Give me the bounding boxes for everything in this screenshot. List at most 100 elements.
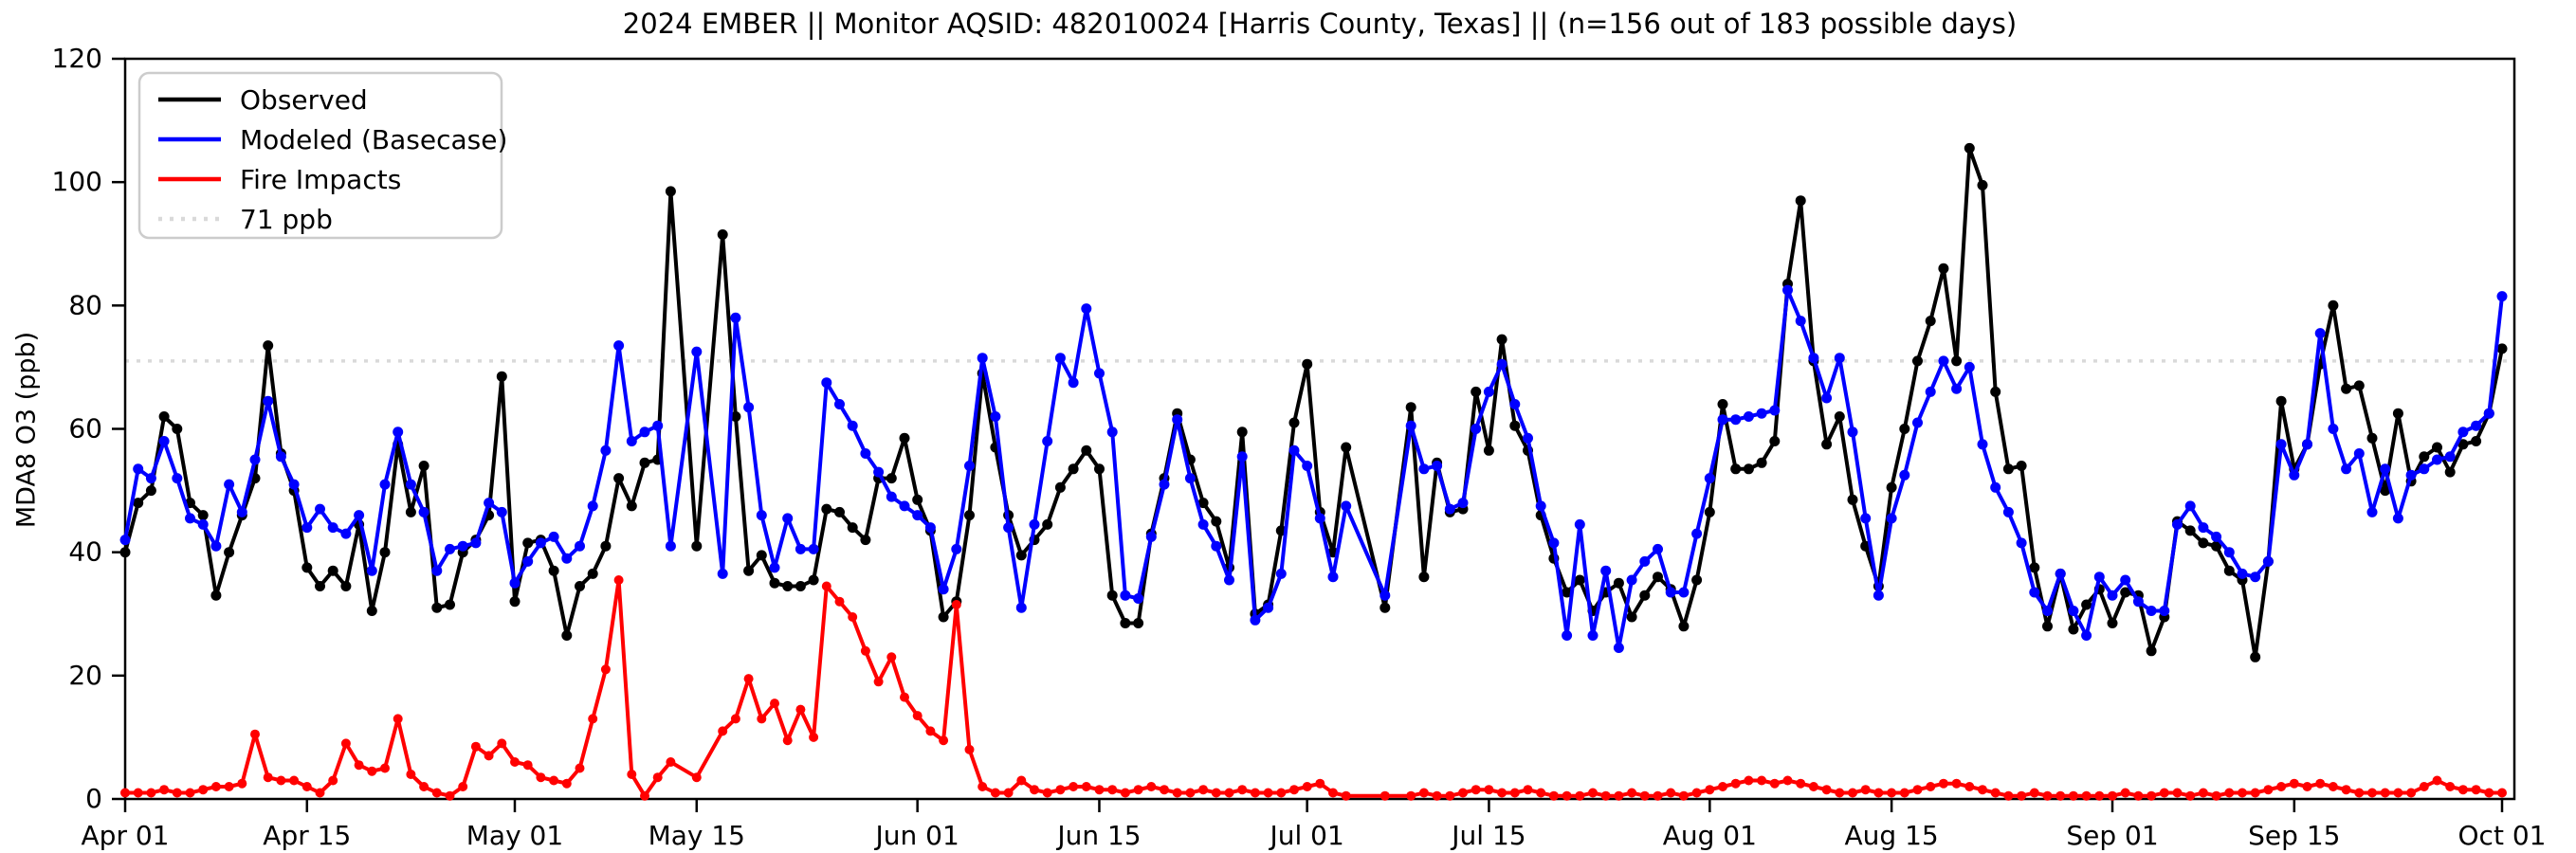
data-point xyxy=(393,714,403,724)
data-point xyxy=(263,772,273,783)
data-point xyxy=(717,568,728,579)
data-point xyxy=(133,498,144,509)
data-point xyxy=(1081,782,1091,791)
data-point xyxy=(2405,469,2417,481)
data-point xyxy=(1626,574,1637,586)
data-point xyxy=(1665,587,1676,598)
data-point xyxy=(847,420,858,431)
data-point xyxy=(380,763,390,773)
data-point xyxy=(730,411,741,422)
data-point xyxy=(666,757,676,767)
data-point xyxy=(1133,785,1143,795)
data-point xyxy=(1821,785,1832,795)
data-point xyxy=(1068,463,1079,475)
data-point xyxy=(639,457,650,468)
data-point xyxy=(1457,498,1469,509)
data-point xyxy=(2159,788,2169,798)
data-point xyxy=(1796,778,1806,789)
data-point xyxy=(263,395,274,407)
data-point xyxy=(2211,531,2222,542)
data-point xyxy=(2367,788,2377,798)
data-point xyxy=(1613,577,1624,589)
data-point xyxy=(847,522,858,534)
series-line xyxy=(125,578,2502,798)
data-point xyxy=(405,506,416,517)
data-point xyxy=(2341,463,2352,475)
data-point xyxy=(2094,790,2105,801)
data-point xyxy=(2055,790,2066,801)
data-point xyxy=(691,772,702,783)
data-point xyxy=(301,782,312,791)
data-point xyxy=(354,510,365,521)
data-point xyxy=(2250,572,2261,583)
data-point xyxy=(912,494,923,505)
data-point xyxy=(457,540,468,552)
data-point xyxy=(2250,788,2260,798)
data-point xyxy=(1288,445,1300,456)
data-point xyxy=(2419,451,2430,463)
data-point xyxy=(2003,790,2014,801)
y-tick-label: 20 xyxy=(68,660,102,691)
data-point xyxy=(1743,463,1754,475)
data-point xyxy=(1951,383,1963,394)
data-point xyxy=(860,645,870,656)
data-point xyxy=(1289,785,1299,795)
data-point xyxy=(2314,328,2326,339)
data-point xyxy=(1106,426,1118,438)
data-point xyxy=(2146,606,2157,616)
data-point xyxy=(1197,518,1209,530)
data-point xyxy=(2328,424,2339,434)
data-point xyxy=(2120,574,2131,586)
data-point xyxy=(860,448,871,459)
data-point xyxy=(2275,395,2287,407)
data-point xyxy=(210,590,222,601)
data-point xyxy=(848,612,858,622)
data-point xyxy=(717,229,728,240)
data-point xyxy=(1145,531,1157,542)
data-point xyxy=(1094,463,1105,475)
data-point xyxy=(1184,473,1196,484)
data-point xyxy=(1769,436,1781,446)
data-point xyxy=(782,735,793,746)
data-point xyxy=(1730,463,1742,475)
data-point xyxy=(2315,778,2326,789)
data-point xyxy=(1600,565,1612,576)
y-tick-label: 40 xyxy=(68,536,102,568)
data-point xyxy=(925,726,936,736)
data-point xyxy=(1614,790,1624,801)
data-point xyxy=(1483,445,1494,456)
data-point xyxy=(2366,432,2378,444)
data-point xyxy=(405,479,416,490)
data-point xyxy=(2328,299,2339,311)
data-point xyxy=(1236,426,1248,438)
data-point xyxy=(2224,788,2235,798)
data-point xyxy=(587,500,598,512)
data-point xyxy=(1185,788,1196,798)
data-point xyxy=(2471,436,2482,446)
data-point xyxy=(2184,525,2196,536)
data-point xyxy=(600,445,612,456)
data-point xyxy=(1678,621,1690,632)
data-point xyxy=(1054,353,1066,364)
data-point xyxy=(1562,630,1573,641)
data-point xyxy=(652,420,664,431)
data-point xyxy=(665,186,676,197)
data-point xyxy=(2068,606,2079,616)
data-point xyxy=(431,565,443,576)
data-point xyxy=(1925,386,1936,397)
data-point xyxy=(1653,790,1663,801)
data-point xyxy=(886,491,897,502)
data-point xyxy=(2223,565,2235,576)
data-point xyxy=(977,353,988,364)
data-point xyxy=(497,738,507,749)
legend-label-3: 71 ppb xyxy=(240,204,333,235)
data-point xyxy=(873,677,884,687)
data-point xyxy=(2263,785,2274,795)
data-point xyxy=(1653,543,1663,554)
data-point xyxy=(340,528,352,539)
data-point xyxy=(1613,643,1624,653)
data-point xyxy=(1964,142,1975,154)
data-point xyxy=(1691,528,1703,539)
data-point xyxy=(210,540,222,552)
data-point xyxy=(2016,461,2027,471)
